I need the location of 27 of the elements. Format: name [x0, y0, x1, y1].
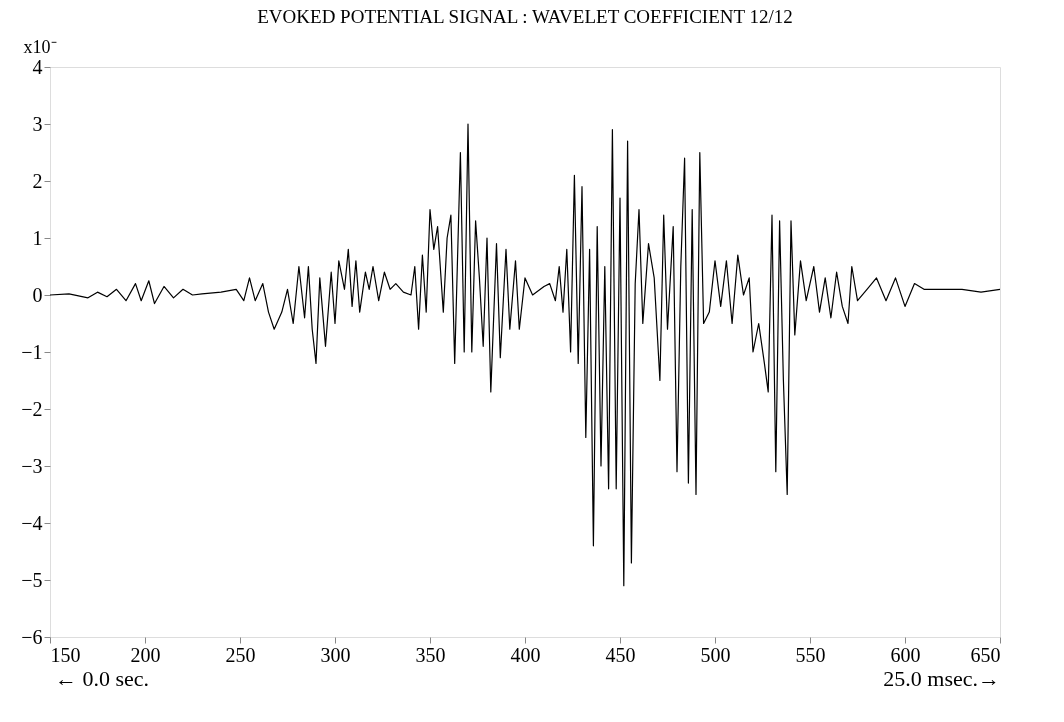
x-tick-label: 500: [700, 643, 731, 666]
x-tick-label: 200: [130, 643, 161, 666]
x-tick-label: 450: [605, 643, 636, 666]
y-tick-label: −6: [21, 625, 43, 648]
x-tick-label: 600: [890, 643, 921, 666]
x-tick-label: 350: [415, 643, 446, 666]
y-tick-label: 1: [32, 226, 43, 249]
y-tick-label: 3: [32, 112, 43, 135]
y-tick-label: −2: [21, 397, 43, 420]
y-tick-label: 0: [32, 283, 43, 306]
x-tick-label: 150: [50, 643, 81, 666]
x-tick-label: 400: [510, 643, 541, 666]
x-tick-label: 650: [970, 643, 1001, 666]
y-tick-label: 4: [32, 55, 43, 78]
y-tick-label: −4: [21, 511, 43, 534]
text: ← 0.0 sec.: [55, 666, 150, 691]
y-tick-label: 2: [32, 169, 43, 192]
y-tick-label: −1: [21, 340, 43, 363]
y-tick-label: −5: [21, 568, 43, 591]
line-series: [49, 123, 1001, 587]
y-tick-label: −3: [21, 454, 43, 477]
x-tick-label: 550: [795, 643, 826, 666]
x-tick-label: 250: [225, 643, 256, 666]
chart-title: EVOKED POTENTIAL SIGNAL : WAVELET COEFFICIENT 12/12: [257, 6, 793, 27]
x-tick-label: 300: [320, 643, 351, 666]
text: 25.0 msec.→: [883, 666, 1000, 691]
y-axis-title: x10⁻: [23, 37, 57, 57]
